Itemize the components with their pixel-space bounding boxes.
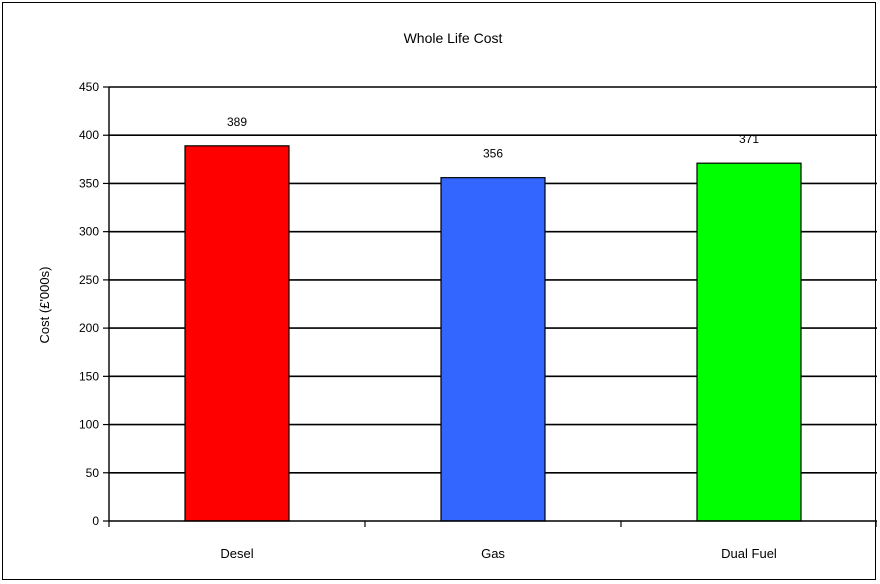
y-axis-label: Cost (£'000s) [37,267,52,344]
y-tick-label: 250 [79,273,99,287]
data-label: 356 [483,147,503,161]
y-tick-label: 0 [92,514,99,528]
y-tick-label: 150 [79,369,99,383]
bar-dual-fuel [696,162,802,522]
y-tick-label: 200 [79,321,99,335]
bar-desel [184,145,290,522]
bars [184,145,802,522]
data-label: 371 [739,132,759,146]
y-tick-label: 400 [79,128,99,142]
axes [103,86,877,527]
y-tick-label: 100 [79,418,99,432]
chart-title: Whole Life Cost [404,30,503,46]
bar-gas [440,177,546,522]
bar-chart: Whole Life Cost Cost (£'000s) 0 50 100 150 2… [37,30,877,561]
y-tick-label: 350 [79,176,99,190]
x-tick-label: Desel [220,546,253,561]
x-tick-label: Gas [481,546,505,561]
x-tick-label: Dual Fuel [721,546,777,561]
labels: 0 50 100 150 200 250 300 350 400 450 389 Desel 356 Ga… [79,80,777,561]
y-tick-label: 50 [86,466,100,480]
y-tick-label: 300 [79,225,99,239]
y-tick-label: 450 [79,80,99,94]
data-label: 389 [227,115,247,129]
